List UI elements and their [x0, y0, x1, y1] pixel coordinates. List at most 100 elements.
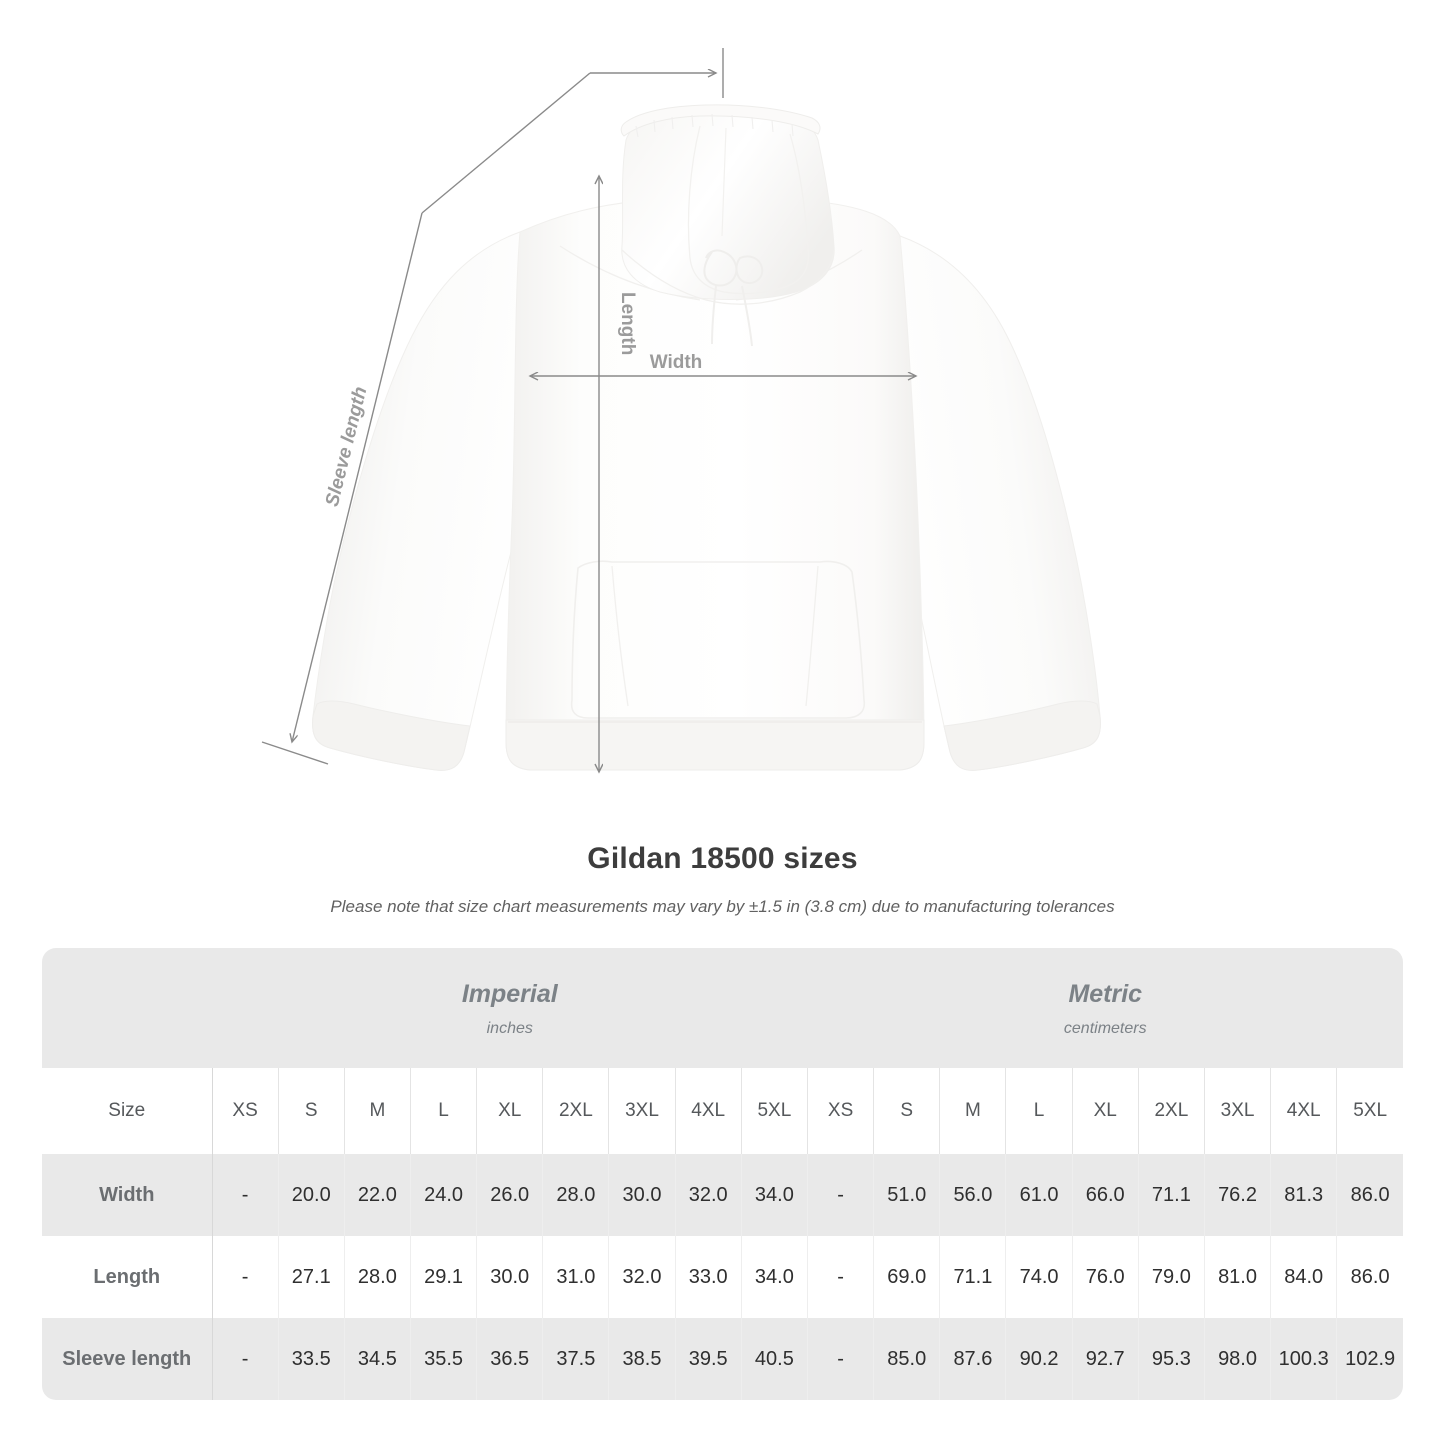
table-row: Length -27.1 28.0 29.1 30.0 31.0 32.0 33.0 34.0-… — [42, 1236, 1403, 1318]
row-label-length: Length — [42, 1236, 213, 1318]
size-header-4xl[interactable]: 4XL — [1270, 1068, 1338, 1154]
cell-value: 40.5 — [741, 1318, 809, 1400]
cell-value: 56.0 — [939, 1154, 1007, 1236]
cell-value: 86.0 — [1336, 1154, 1403, 1236]
cell-value: 31.0 — [542, 1236, 610, 1318]
cell-value: 28.0 — [344, 1236, 411, 1318]
cell-value: 71.1 — [1138, 1154, 1205, 1236]
cell-value: 61.0 — [1005, 1154, 1073, 1236]
size-header-xl[interactable]: XL — [1072, 1068, 1139, 1154]
cell-value: 102.9 — [1336, 1318, 1403, 1400]
cell-value: 39.5 — [675, 1318, 742, 1400]
garment-diagram: Sleeve length Length Width — [261, 48, 1101, 830]
row-label-width: Width — [42, 1154, 213, 1236]
cell-value: 34.0 — [741, 1236, 809, 1318]
cell-value: 38.5 — [608, 1318, 676, 1400]
unit-header-metric: Metric centimeters — [807, 948, 1403, 1068]
size-header-2xl[interactable]: 2XL — [542, 1068, 610, 1154]
size-header-m[interactable]: M — [939, 1068, 1007, 1154]
cell-value: 35.5 — [410, 1318, 478, 1400]
size-header-m[interactable]: M — [344, 1068, 411, 1154]
unit-sub: centimeters — [1063, 1019, 1147, 1037]
row-label-sleeve-length: Sleeve length — [42, 1318, 213, 1400]
cell-value: - — [807, 1154, 875, 1236]
size-header-row: Size XS S M L XL 2XL 3XL 4XL 5XL XS S M L XL 2XL 3XL 4XL 5… — [42, 1068, 1403, 1154]
cell-value: - — [212, 1318, 279, 1400]
cell-value: - — [212, 1236, 279, 1318]
cell-value: 86.0 — [1336, 1236, 1403, 1318]
cell-value: 28.0 — [542, 1154, 610, 1236]
cell-value: 98.0 — [1204, 1318, 1272, 1400]
page-title: Gildan 18500 sizes — [587, 842, 858, 875]
length-label: Length — [617, 292, 638, 355]
size-header-s[interactable]: S — [873, 1068, 941, 1154]
cell-value: 66.0 — [1072, 1154, 1139, 1236]
size-header-xs[interactable]: XS — [807, 1068, 875, 1154]
cell-value: 30.0 — [608, 1154, 676, 1236]
size-label-cell: Size — [42, 1068, 213, 1154]
cell-value: 24.0 — [410, 1154, 478, 1236]
size-header-l[interactable]: L — [410, 1068, 478, 1154]
cell-value: 76.2 — [1204, 1154, 1272, 1236]
cell-value: 34.0 — [741, 1154, 809, 1236]
unit-name: Metric — [1068, 979, 1143, 1008]
cell-value: 51.0 — [873, 1154, 941, 1236]
cell-value: - — [807, 1318, 875, 1400]
table-row: Width -20.0 22.0 24.0 26.0 28.0 30.0 32.0 34.0-5… — [42, 1154, 1403, 1236]
cell-value: 74.0 — [1005, 1236, 1073, 1318]
cell-value: 92.7 — [1072, 1318, 1139, 1400]
unit-name: Imperial — [461, 979, 558, 1008]
cell-value: 32.0 — [608, 1236, 676, 1318]
unit-banner-row: Imperial inches Metric centimeters — [42, 948, 1403, 1068]
cell-value: 29.1 — [410, 1236, 478, 1318]
cell-value: 33.5 — [278, 1318, 345, 1400]
size-header-xs[interactable]: XS — [212, 1068, 279, 1154]
size-header-s[interactable]: S — [278, 1068, 345, 1154]
unit-header-imperial: Imperial inches — [212, 948, 808, 1068]
size-header-3xl[interactable]: 3XL — [608, 1068, 676, 1154]
size-header-xl[interactable]: XL — [476, 1068, 544, 1154]
cell-value: 71.1 — [939, 1236, 1007, 1318]
cell-value: 22.0 — [344, 1154, 411, 1236]
cell-value: 34.5 — [344, 1318, 411, 1400]
table-row: Sleeve length -33.5 34.5 35.5 36.5 37.5 38.5 39… — [42, 1318, 1403, 1400]
width-label: Width — [650, 352, 703, 373]
cell-value: 84.0 — [1270, 1236, 1338, 1318]
size-header-l[interactable]: L — [1005, 1068, 1073, 1154]
cell-value: 85.0 — [873, 1318, 941, 1400]
cell-value: - — [212, 1154, 279, 1236]
cell-value: 69.0 — [873, 1236, 941, 1318]
heading-block: Gildan 18500 sizes Please note that size… — [0, 840, 1445, 918]
cell-value: 33.0 — [675, 1236, 742, 1318]
cell-value: 30.0 — [476, 1236, 544, 1318]
cell-value: 79.0 — [1138, 1236, 1205, 1318]
size-header-5xl[interactable]: 5XL — [1336, 1068, 1403, 1154]
size-header-5xl[interactable]: 5XL — [741, 1068, 809, 1154]
cell-value: 95.3 — [1138, 1318, 1205, 1400]
cell-value: 27.1 — [278, 1236, 345, 1318]
length-dimension: Length — [599, 176, 638, 772]
cell-value: 36.5 — [476, 1318, 544, 1400]
cell-value: 100.3 — [1270, 1318, 1338, 1400]
size-header-3xl[interactable]: 3XL — [1204, 1068, 1272, 1154]
size-header-2xl[interactable]: 2XL — [1138, 1068, 1205, 1154]
unit-banner-spacer — [42, 948, 212, 1068]
unit-sub: inches — [486, 1019, 533, 1037]
tolerance-note: Please note that size chart measurements… — [330, 897, 1115, 916]
cell-value: 81.3 — [1270, 1154, 1338, 1236]
cell-value: 76.0 — [1072, 1236, 1139, 1318]
hoodie-illustration — [312, 104, 1101, 771]
size-table: Imperial inches Metric centimeters Size XS S M L… — [42, 948, 1403, 1400]
cell-value: 37.5 — [542, 1318, 610, 1400]
size-header-4xl[interactable]: 4XL — [675, 1068, 742, 1154]
size-table-wrapper: Imperial inches Metric centimeters Size XS S M L… — [42, 948, 1403, 1400]
cell-value: 90.2 — [1005, 1318, 1073, 1400]
cell-value: - — [807, 1236, 875, 1318]
cell-value: 87.6 — [939, 1318, 1007, 1400]
cell-value: 32.0 — [675, 1154, 742, 1236]
width-dimension: Width — [530, 352, 916, 376]
cell-value: 81.0 — [1204, 1236, 1272, 1318]
cell-value: 20.0 — [278, 1154, 345, 1236]
cell-value: 26.0 — [476, 1154, 544, 1236]
